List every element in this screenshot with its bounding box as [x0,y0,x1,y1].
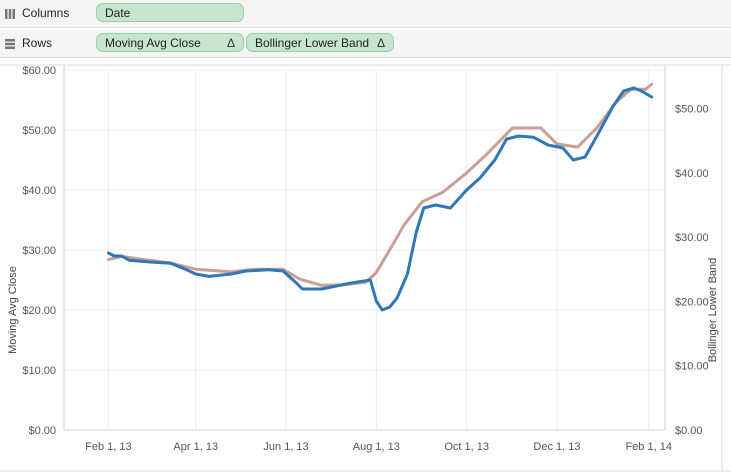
moving-avg-close-line [106,86,654,312]
x-tick-label: Feb 1, 13 [85,441,131,453]
x-tick-label: Oct 1, 13 [444,441,489,453]
y-tick-label: $20.00 [22,305,56,317]
y2-tick-label: $20.00 [675,296,709,308]
y2-tick-label: $50.00 [675,104,709,116]
x-tick-label: Dec 1, 13 [533,441,580,453]
table-calc-delta-icon: Δ [376,36,385,50]
y-tick-label: $40.00 [22,185,56,197]
date-pill-label: Date [105,6,131,20]
series-lines [106,82,654,312]
table-calc-delta-icon: Δ [226,36,235,50]
y-tick-label: $30.00 [22,245,56,257]
columns-icon [5,9,15,19]
y-axis-title-right: Bollinger Lower Band [707,258,719,363]
y-tick-label: $50.00 [22,125,56,137]
y-tick-label: $60.00 [22,65,56,77]
x-tick-label: Feb 1, 14 [625,441,671,453]
x-tick-label: Jun 1, 13 [263,441,308,453]
y2-tick-label: $10.00 [675,361,709,373]
dual-axis-line-chart: $0.00 $10.00 $20.00 $30.00 $40.00 $50.00 $60.0… [0,64,731,472]
bollinger-lower-band-pill-label: Bollinger Lower Band [255,36,370,50]
x-tick-label: Aug 1, 13 [353,441,400,453]
y2-tick-label: $40.00 [675,168,709,180]
rows-shelf: Rows Moving Avg Close Δ Bollinger Lower … [0,30,731,58]
moving-avg-close-pill[interactable]: Moving Avg Close Δ [96,33,244,52]
axes: $0.00 $10.00 $20.00 $30.00 $40.00 $50.00 $60.0… [22,65,709,453]
moving-avg-close-pill-label: Moving Avg Close [105,36,201,50]
bollinger-lower-band-pill[interactable]: Bollinger Lower Band Δ [246,33,394,52]
x-tick-label: Apr 1, 13 [173,441,218,453]
columns-shelf-label: Columns [22,6,70,20]
date-pill[interactable]: Date [96,3,244,22]
y-axis-title-left: Moving Avg Close [7,266,19,354]
y-tick-label: $0.00 [28,425,56,437]
y-tick-label: $10.00 [22,365,56,377]
rows-shelf-label: Rows [22,36,53,50]
gridlines [64,69,665,431]
rows-icon [5,39,15,49]
bollinger-lower-band-line [106,82,654,287]
columns-shelf: Columns Date [0,0,731,28]
y2-tick-label: $30.00 [675,232,709,244]
y2-tick-label: $0.00 [675,425,703,437]
